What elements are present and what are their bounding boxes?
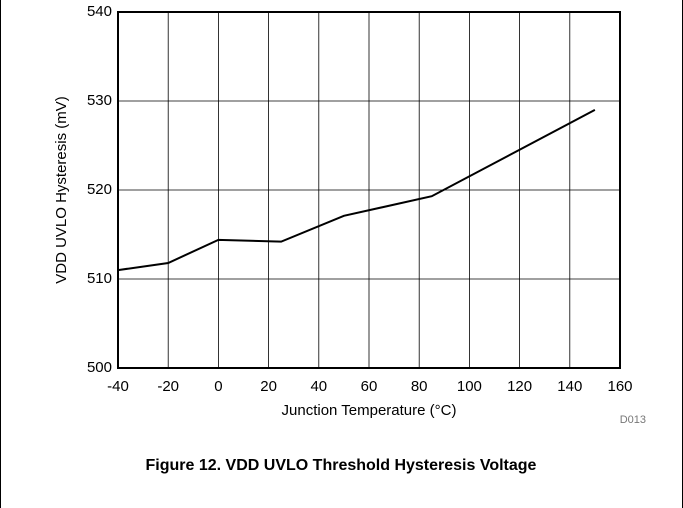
y-tick-label: 500 <box>87 359 112 376</box>
x-tick-label: 20 <box>260 378 277 395</box>
y-tick-label: 530 <box>87 92 112 109</box>
y-tick-label: 520 <box>87 181 112 198</box>
x-tick-label: 60 <box>361 378 378 395</box>
chart-title: Figure 12. VDD UVLO Threshold Hysteresis… <box>146 457 537 474</box>
x-tick-label: 100 <box>457 378 482 395</box>
x-tick-label: 120 <box>507 378 532 395</box>
y-axis-label: VDD UVLO Hysteresis (mV) <box>53 96 70 284</box>
x-tick-label: -40 <box>107 378 129 395</box>
x-tick-label: 140 <box>557 378 582 395</box>
x-tick-label: 160 <box>607 378 632 395</box>
plot-border <box>117 11 621 369</box>
x-tick-label: 0 <box>214 378 222 395</box>
x-axis-label: Junction Temperature (°C) <box>282 402 457 419</box>
x-tick-label: 80 <box>411 378 428 395</box>
x-tick-label: 40 <box>310 378 327 395</box>
annotation: D013 <box>620 414 646 426</box>
x-tick-label: -20 <box>157 378 179 395</box>
y-tick-label: 510 <box>87 270 112 287</box>
y-tick-label: 540 <box>87 3 112 20</box>
series-line <box>117 109 596 272</box>
